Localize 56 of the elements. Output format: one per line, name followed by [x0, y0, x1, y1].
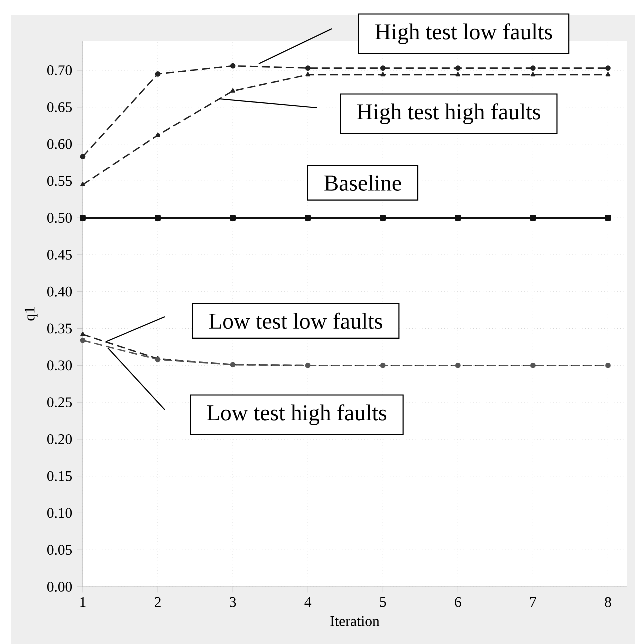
- x-axis-title: Iteration: [330, 616, 380, 626]
- y-tick-label: 0.25: [47, 398, 72, 408]
- x-tick-label: 6: [455, 597, 462, 608]
- x-tick-label: 3: [230, 597, 236, 608]
- point: [606, 66, 611, 71]
- y-tick-label: 0.65: [47, 102, 72, 112]
- point: [605, 215, 612, 222]
- x-tick-label: 8: [605, 597, 612, 608]
- series-label: Low test low faults: [209, 312, 382, 330]
- point: [380, 66, 386, 71]
- x-tick-label: 4: [304, 597, 312, 608]
- series-label: Low test high faults: [207, 404, 387, 426]
- y-tick-label: 0.50: [47, 213, 72, 224]
- x-tick-label: 1: [80, 597, 86, 608]
- y-tick-label: 0.05: [47, 545, 72, 556]
- y-tick-label: 0.60: [47, 139, 72, 150]
- point: [606, 72, 611, 77]
- y-tick-label: 0.20: [47, 434, 72, 444]
- point: [455, 215, 462, 222]
- series-label: High test low faults: [376, 24, 552, 44]
- y-tick-label: 0.55: [47, 176, 72, 186]
- y-tick-label: 0.30: [47, 360, 72, 371]
- y-tick-label: 0.35: [47, 324, 72, 334]
- point: [380, 72, 386, 77]
- point: [155, 72, 161, 77]
- x-tick-label: 2: [155, 597, 161, 608]
- x-tick-label: 7: [530, 597, 536, 607]
- point: [305, 66, 311, 71]
- y-tick-label: 0.00: [47, 582, 72, 592]
- y-tick-label: 0.45: [47, 250, 72, 260]
- point: [530, 215, 536, 222]
- point: [530, 72, 536, 77]
- y-tick-label: 0.15: [47, 471, 72, 482]
- y-tick-label: 0.40: [47, 286, 72, 297]
- series-label: High test high faults: [357, 104, 540, 124]
- point: [306, 72, 311, 77]
- point: [156, 132, 160, 138]
- point: [456, 72, 461, 77]
- point: [456, 66, 461, 71]
- series-label: Baseline: [324, 175, 402, 191]
- y-tick-label: 0.70: [47, 66, 72, 76]
- point: [80, 332, 86, 336]
- y-tick-label: 0.10: [47, 508, 72, 518]
- point: [80, 182, 86, 187]
- point: [80, 154, 86, 160]
- point: [155, 215, 161, 222]
- point: [230, 88, 236, 93]
- point: [305, 215, 312, 222]
- point: [80, 338, 86, 344]
- point: [380, 215, 386, 222]
- x-tick-label: 5: [380, 597, 386, 608]
- point: [230, 215, 236, 222]
- point: [230, 63, 236, 69]
- point: [80, 215, 86, 222]
- point: [530, 66, 536, 71]
- y-axis-title: q1: [24, 308, 38, 321]
